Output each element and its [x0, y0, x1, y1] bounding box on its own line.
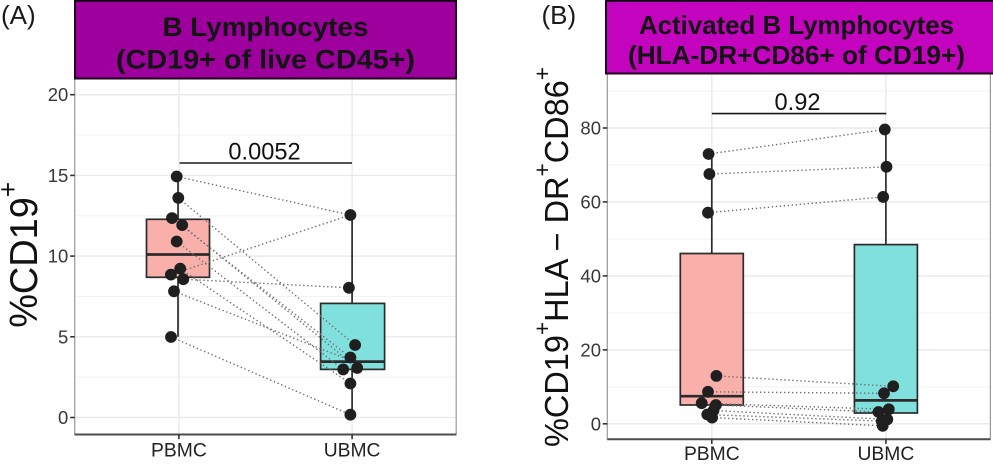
svg-text:15: 15 [48, 165, 69, 186]
svg-text:5: 5 [58, 326, 68, 347]
svg-text:(HLA-DR+CD86+ of CD19+): (HLA-DR+CD86+ of CD19+) [628, 40, 965, 70]
svg-text:(B): (B) [542, 0, 577, 30]
svg-text:20: 20 [580, 339, 601, 360]
svg-text:40: 40 [580, 265, 601, 286]
svg-text:(CD19+ of live CD45+): (CD19+ of live CD45+) [116, 45, 415, 75]
svg-text:0.0052: 0.0052 [228, 140, 300, 166]
svg-text:B Lymphocytes: B Lymphocytes [163, 12, 369, 42]
svg-text:0: 0 [591, 413, 601, 434]
svg-text:%CD19+: %CD19+ [0, 182, 46, 328]
svg-text:Activated B Lymphocytes: Activated B Lymphocytes [639, 10, 954, 40]
svg-text:UBMC: UBMC [324, 441, 381, 462]
svg-text:0.92: 0.92 [775, 90, 821, 116]
svg-text:UBMC: UBMC [858, 444, 915, 462]
svg-text:10: 10 [48, 246, 69, 267]
svg-text:PBMC: PBMC [151, 441, 207, 462]
svg-text:80: 80 [580, 118, 601, 139]
svg-text:(A): (A) [1, 0, 36, 30]
svg-text:20: 20 [48, 84, 69, 105]
svg-text:0: 0 [58, 407, 68, 428]
svg-text:60: 60 [580, 191, 601, 212]
svg-text:PBMC: PBMC [684, 444, 740, 462]
